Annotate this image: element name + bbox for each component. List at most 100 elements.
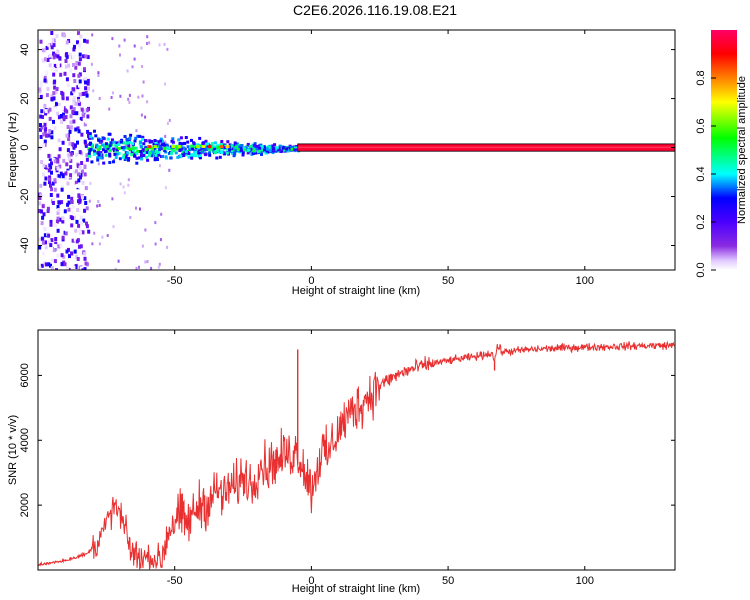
spectrogram-cell (104, 142, 108, 146)
spectrogram-cell (278, 144, 282, 148)
spectrogram-cell (70, 210, 74, 215)
spectrogram-cell (38, 265, 42, 270)
spectrogram-cell (133, 139, 137, 143)
spectrogram-cell (53, 85, 57, 90)
spectrogram-cell (252, 149, 256, 153)
spectrogram-cell (123, 38, 126, 42)
spectrogram-cell (195, 145, 200, 149)
spectrogram-cell (138, 142, 142, 146)
spectrogram-cell (164, 134, 167, 138)
spectrogram-cell (71, 238, 75, 243)
spectrogram-cell (50, 45, 54, 50)
spectrogram-cell (140, 137, 144, 141)
spectrogram-cell (150, 154, 154, 158)
spectrogram-cell (87, 86, 91, 91)
spectrogram-cell (190, 144, 194, 148)
spectrogram-cell (265, 149, 269, 153)
spectrogram-cell (172, 149, 176, 153)
spectrogram-cell (49, 233, 53, 237)
spectrogram-cell (78, 228, 82, 233)
spectrogram-cell (88, 142, 92, 146)
spectrogram-cell (38, 245, 42, 250)
spectrogram-cell (153, 147, 157, 151)
spectrogram-cell (49, 193, 53, 197)
spectrogram-cell (126, 151, 130, 155)
spectrogram-cell (97, 162, 100, 166)
spectrogram-cell (287, 146, 291, 150)
spectrogram-cell (228, 148, 232, 152)
spectrogram-cell (42, 172, 46, 177)
figure-title: C2E6.2026.116.19.08.E21 (293, 2, 457, 18)
spectrogram-cell (76, 257, 80, 261)
spectrogram-cell (97, 153, 101, 156)
spectrogram-cell (148, 150, 152, 154)
snr-x-label: Height of straight line (km) (292, 583, 420, 595)
spectrogram-cell (102, 148, 105, 152)
y-tick-label: -40 (19, 238, 31, 254)
spectrogram-cell (87, 152, 91, 156)
spectrogram-cell (198, 136, 202, 140)
spectrogram-cell (125, 136, 128, 140)
spectrogram-cell (230, 144, 234, 148)
spectrogram-cell (134, 136, 138, 140)
spectrogram-cell (38, 209, 42, 213)
spectrogram-cell (76, 140, 79, 145)
x-tick-label: -50 (167, 275, 183, 287)
spectrogram-cell (77, 120, 81, 124)
spectrogram-cell (64, 231, 68, 236)
snr-x-axis: -50 0 50 100 (167, 330, 594, 587)
spectrogram-cell (278, 146, 282, 150)
spectrogram-cell (50, 266, 54, 270)
spectrogram-cell (78, 79, 82, 84)
spectrogram-cell (53, 259, 57, 264)
spectrogram-cell (54, 67, 58, 72)
spectrogram-cell (49, 82, 53, 87)
spectrogram-cell (96, 149, 100, 153)
spectrogram-cell (54, 223, 58, 227)
spectrogram-cell (44, 262, 48, 267)
spectrogram-cell (43, 48, 47, 53)
spectrogram-cell (72, 265, 76, 270)
spectrogram-cell (226, 140, 230, 144)
spectrogram-cell (168, 168, 171, 172)
spectrogram-cell (61, 140, 65, 145)
spectrogram-cell (52, 43, 56, 48)
x-tick-label: 0 (308, 275, 314, 287)
spectrogram-cell (76, 164, 80, 169)
spectrogram-cell (58, 164, 62, 169)
spectrogram-cell (40, 263, 44, 268)
spectrogram-cell (216, 144, 220, 148)
spectrogram-cell (189, 153, 193, 157)
spectrogram-cell (124, 155, 128, 159)
spectrogram-cell (266, 147, 270, 151)
spectrogram-cell (78, 157, 82, 162)
spectrogram-cell (233, 147, 237, 151)
spectrogram-cell (65, 133, 69, 138)
spectrogram-cell (233, 151, 236, 155)
spectrogram-cell (115, 148, 119, 152)
spectrogram-cell (69, 68, 73, 73)
spectrogram-cell (192, 142, 196, 146)
spectrogram-cell (60, 90, 64, 95)
spectrogram-cell (63, 71, 67, 76)
spectrogram-cell (146, 42, 148, 45)
spectrogram-cell (292, 146, 296, 150)
spectrogram-cell (99, 151, 103, 155)
spectrogram-cell (91, 242, 94, 246)
spectrogram-cell (63, 215, 66, 220)
spectrogram-cell (43, 69, 47, 74)
spectrogram-cell (123, 191, 126, 195)
spectrogram-cell (56, 193, 60, 198)
colorbar-tick-label: 0.4 (695, 166, 707, 181)
spectrogram-cell (154, 221, 157, 225)
spectrogram-cell (92, 152, 96, 156)
spectrogram-cell (146, 100, 149, 104)
spectrogram-cell (66, 181, 70, 186)
spectrogram-cell (127, 158, 130, 162)
spectrogram-line-core (297, 146, 675, 149)
spectrogram-cell (41, 58, 45, 63)
colorbar-label: Normalized spectral amplitude (736, 76, 748, 224)
spectrogram-cell (84, 90, 88, 95)
spectrogram-cell (135, 129, 138, 133)
spectrogram-cell (51, 38, 55, 43)
